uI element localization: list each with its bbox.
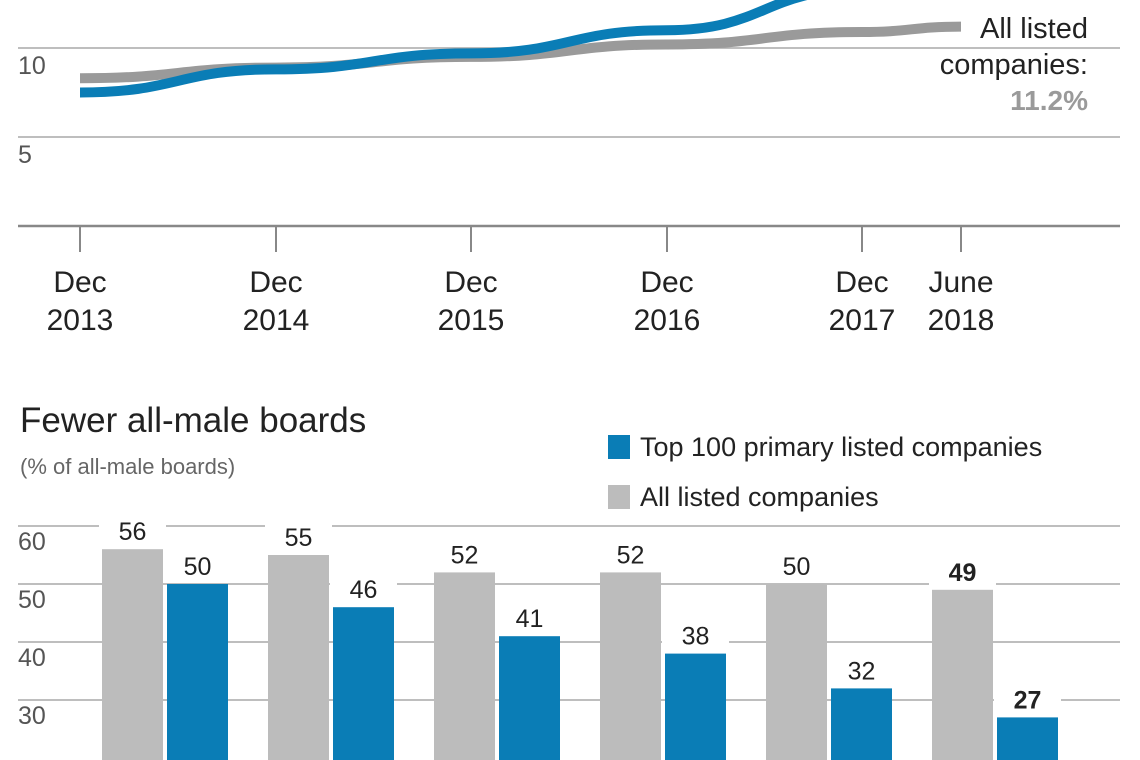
label-bg [763,548,830,582]
x-tick-label: Dec [249,266,302,299]
label-bg [265,519,332,553]
line-chart: 10 5 Dec 2013 Dec 2014 Dec 2015 Dec 2016 Dec 2017 Ju… [18,0,1120,337]
label-bg [431,536,498,571]
label-bg [330,571,397,606]
label-bg [164,548,231,582]
legend-swatch-top100 [608,435,630,459]
x-tick-label: Dec [835,266,888,299]
y-tick-label: 5 [18,141,32,169]
bar-value-label: 55 [285,524,313,552]
bar-chart-title: Fewer all-male boards [20,401,366,440]
y-tick-label: 50 [18,586,46,614]
label-bg [662,617,729,652]
y-tick-label: 40 [18,644,46,672]
bar-all-listed [766,584,827,760]
x-tick-label: Dec [444,266,497,299]
bar-all-listed [600,572,661,760]
bar-value-label: 52 [617,541,645,569]
bar-value-label: 50 [783,553,811,581]
bar-all-listed [434,572,495,760]
label-bg [929,553,996,588]
bar-value-label: 32 [848,657,876,685]
y-tick-label: 60 [18,528,46,556]
bar-top100 [831,688,892,760]
label-bg [496,600,563,635]
bar-value-label: 46 [350,576,378,604]
x-tick-label: Dec [640,266,693,299]
bar-all-listed [932,589,993,760]
bar-value-label: 49 [949,559,977,587]
bar-value-label: 38 [682,623,710,651]
bar-value-label: 27 [1014,686,1042,714]
bar-value-label: 50 [184,553,212,581]
bar-top100 [997,717,1058,760]
bar-all-listed [102,549,163,760]
x-tick-label: 2013 [47,304,114,337]
bar-top100 [167,584,228,760]
x-tick-label: 2015 [438,304,505,337]
legend-swatch-all-listed [608,485,630,509]
bar-top100 [665,653,726,760]
bar-top100 [499,636,560,760]
bar-chart: Fewer all-male boards (% of all-male boa… [18,401,1120,760]
x-tick-label: 2018 [928,304,995,337]
bar-all-listed [268,555,329,760]
legend-label-top100: Top 100 primary listed companies [640,432,1042,462]
label-bg [994,681,1061,716]
annotation-label: companies: [940,49,1088,81]
x-tick-label: June [928,266,993,299]
annotation-label: All listed [980,13,1088,45]
series-line-top100 [79,0,808,98]
label-bg [828,652,895,687]
x-tick-label: Dec [53,266,106,299]
bar-value-label: 52 [451,541,479,569]
bar-top100 [333,607,394,760]
legend-label-all-listed: All listed companies [640,482,879,512]
x-tick-label: 2016 [634,304,701,337]
y-tick-label: 10 [18,52,46,80]
annotation-value: 11.2% [1010,85,1088,116]
x-tick-label: 2014 [243,304,310,337]
bar-value-label: 56 [119,518,147,546]
x-tick-label: 2017 [829,304,896,337]
bar-chart-subtitle: (% of all-male boards) [20,454,235,479]
label-bg [597,536,664,571]
label-bg [99,513,166,548]
y-tick-label: 30 [18,702,46,730]
bar-value-label: 41 [516,605,544,633]
